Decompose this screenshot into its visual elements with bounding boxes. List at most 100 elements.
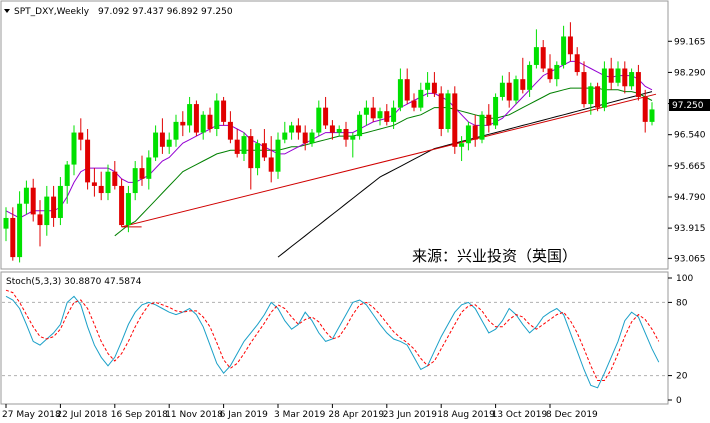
support-trendline xyxy=(121,93,657,228)
x-tick-label: 28 Apr 2019 xyxy=(328,410,384,420)
candle-down xyxy=(10,217,16,258)
candle-up xyxy=(153,132,159,158)
axes: 99.16598.29097.41596.54095.66594.79093.9… xyxy=(2,37,706,420)
candle-up xyxy=(17,203,23,258)
candle-down xyxy=(581,72,587,105)
x-tick-label: 6 Jan 2019 xyxy=(220,410,268,420)
candle-up xyxy=(459,143,465,147)
candle-down xyxy=(635,72,641,97)
stoch-title: Stoch(5,3,3) 30.8870 47.5874 xyxy=(6,277,142,287)
stoch-tick-label: 20 xyxy=(676,372,688,382)
candle-up xyxy=(649,109,655,122)
x-tick-label: 27 May 2018 xyxy=(2,410,61,420)
candle-up xyxy=(533,47,539,65)
candle-down xyxy=(622,68,628,87)
candle-up xyxy=(561,36,567,65)
x-tick-label: 22 Jul 2018 xyxy=(56,410,107,420)
candle-up xyxy=(105,171,111,194)
price-tick-label: 98.290 xyxy=(674,68,706,78)
x-tick-label: 13 Oct 2019 xyxy=(492,410,548,420)
candle-up xyxy=(363,107,369,115)
price-tick-label: 94.790 xyxy=(674,193,706,203)
candle-down xyxy=(159,132,165,147)
candle-up xyxy=(166,139,172,147)
candle-up xyxy=(554,64,560,80)
candle-down xyxy=(472,125,478,140)
candle-down xyxy=(329,125,335,133)
candle-up xyxy=(316,107,322,133)
candle-up xyxy=(282,132,288,140)
x-tick-label: 11 Nov 2018 xyxy=(165,410,223,420)
candle-down xyxy=(30,187,36,215)
candle-up xyxy=(527,64,533,90)
candle-up xyxy=(214,100,220,129)
candle-up xyxy=(71,132,77,165)
candle-down xyxy=(506,82,512,101)
candle-up xyxy=(64,164,70,186)
candle-down xyxy=(112,171,118,186)
ma-slow-line xyxy=(277,91,653,258)
candle-up xyxy=(377,111,383,119)
candle-up xyxy=(499,82,505,97)
candle-up xyxy=(125,193,131,226)
x-tick-label: 23 Jun 2019 xyxy=(383,410,437,420)
candle-down xyxy=(384,111,390,122)
candle-up xyxy=(629,72,635,87)
price-tick-label: 93.915 xyxy=(674,224,706,234)
candle-up xyxy=(187,104,193,126)
candle-down xyxy=(540,47,546,69)
candle-up xyxy=(57,185,63,218)
candle-down xyxy=(119,185,125,226)
last-price-tag xyxy=(669,99,710,111)
x-tick-label: 8 Dec 2019 xyxy=(546,410,598,420)
collapse-triangle-icon[interactable] xyxy=(4,9,10,13)
candle-down xyxy=(51,196,57,218)
candle-up xyxy=(146,157,152,179)
candle-down xyxy=(343,128,349,140)
stoch-tick-label: 80 xyxy=(676,298,688,308)
candle-up xyxy=(397,79,403,108)
candle-up xyxy=(601,68,607,108)
candle-down xyxy=(567,36,573,55)
candle-up xyxy=(357,114,363,137)
stoch-pane xyxy=(2,289,667,389)
candle-up xyxy=(465,125,471,144)
candle-down xyxy=(37,214,43,226)
candle-up xyxy=(588,86,594,105)
candle-up xyxy=(513,79,519,101)
candle-down xyxy=(323,107,329,126)
candle-down xyxy=(234,139,240,154)
candle-up xyxy=(350,136,356,140)
candle-down xyxy=(574,54,580,73)
candle-down xyxy=(248,136,254,169)
candle-down xyxy=(227,121,233,140)
candle-up xyxy=(391,107,397,122)
candle-down xyxy=(642,96,648,122)
price-tick-label: 95.665 xyxy=(674,162,706,172)
candle-down xyxy=(302,132,308,144)
candle-down xyxy=(608,68,614,83)
candle-up xyxy=(336,128,342,133)
candle-up xyxy=(615,68,621,83)
stoch-d-line xyxy=(5,289,660,381)
stoch-tick-label: 100 xyxy=(676,274,693,284)
candle-up xyxy=(418,89,424,108)
candle-up xyxy=(255,143,261,169)
candle-up xyxy=(132,168,138,194)
candle-down xyxy=(486,114,492,126)
candle-down xyxy=(404,79,410,101)
ohlc-readout: 97.092 97.437 96.892 97.250 xyxy=(98,7,233,17)
candle-up xyxy=(445,93,451,129)
price-tick-label: 93.065 xyxy=(674,254,706,264)
price-tick-label: 96.540 xyxy=(674,131,706,141)
x-tick-label: 3 Mar 2019 xyxy=(274,410,326,420)
candle-up xyxy=(493,96,499,126)
candle-up xyxy=(3,217,9,229)
symbol-label: SPT_DXY,Weekly xyxy=(14,7,90,17)
candle-down xyxy=(268,157,274,172)
candle-down xyxy=(207,114,213,129)
candle-up xyxy=(275,139,281,172)
stoch-tick-label: 0 xyxy=(676,396,682,406)
